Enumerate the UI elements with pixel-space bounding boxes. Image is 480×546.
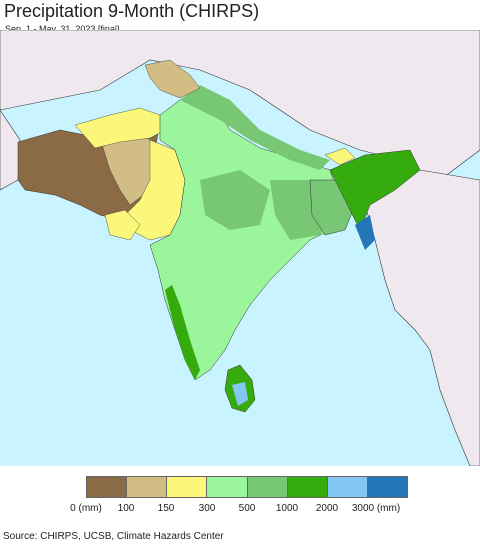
legend-tick-1: 100 (117, 503, 135, 514)
legend-swatch-3 (207, 477, 248, 497)
himalaya-green (180, 85, 330, 170)
legend-swatch-0 (87, 477, 128, 497)
source-credit: Source: CHIRPS, UCSB, Climate Hazards Ce… (3, 531, 224, 542)
outside-land-north (0, 30, 480, 181)
legend-swatch-6 (327, 477, 368, 497)
myanmar-coast (355, 215, 375, 250)
legend-swatch-2 (167, 477, 208, 497)
legend-tick-5: 1000 (275, 503, 299, 514)
gujarat-coast (104, 209, 141, 241)
legend-tick-3: 300 (198, 503, 216, 514)
outside-land-west (0, 109, 21, 191)
legend-swatch-7 (367, 477, 407, 497)
bhutan-yellow (324, 147, 356, 166)
legend-tick-0: 0 (mm) (70, 503, 102, 514)
legend-swatch-1 (127, 477, 168, 497)
western-ghats (165, 285, 200, 380)
legend-swatch-4 (247, 477, 288, 497)
map-svg (0, 30, 480, 466)
map-title: Precipitation 9-Month (CHIRPS) (4, 1, 260, 21)
legend-tick-7: 3000 (mm) (351, 503, 401, 514)
map-subtitle: Sep. 1 - May. 31, 2023 [final] (5, 24, 120, 34)
legend-tick-2: 150 (157, 503, 175, 514)
india-mainland (149, 89, 341, 381)
kashmir (144, 59, 201, 99)
central-green-patch (200, 170, 270, 230)
sri-lanka-wet (232, 382, 248, 406)
legend-ticks: 0 (mm) 100 150 300 500 1000 2000 3000 (m… (70, 503, 408, 517)
precipitation-map (0, 30, 480, 466)
legend-tick-4: 500 (238, 503, 256, 514)
northeast-india (329, 149, 421, 231)
legend-swatch-5 (287, 477, 328, 497)
color-legend (86, 476, 408, 498)
legend-tick-6: 2000 (315, 503, 339, 514)
outside-land-east (359, 159, 480, 466)
